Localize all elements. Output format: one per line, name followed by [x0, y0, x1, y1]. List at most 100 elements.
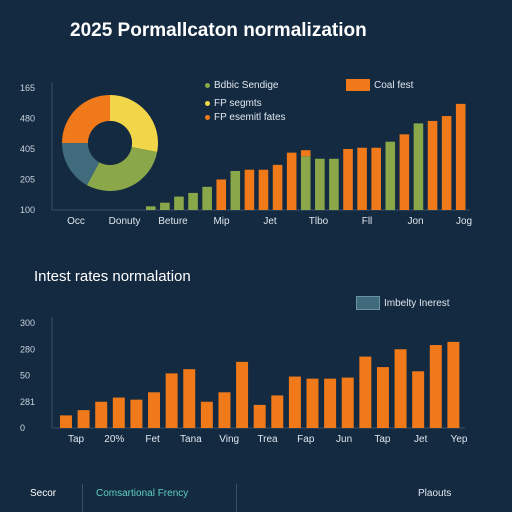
x-tick-label: Tap	[374, 434, 391, 445]
legend-dot	[205, 83, 210, 88]
pie-slice-3	[62, 143, 100, 186]
footer-middle: Comsartional Frency	[96, 488, 189, 499]
footer-right: Plaouts	[418, 488, 452, 499]
legend-dot	[205, 101, 210, 106]
legend-label: Bdbic Sendige	[214, 80, 279, 91]
legend-item-1: Bdbic Sendige	[205, 80, 279, 91]
x-tick-label: Yep	[451, 434, 468, 445]
y-tick-label: 300	[20, 318, 35, 328]
legend-swatch	[356, 296, 380, 310]
bar	[441, 116, 452, 210]
bar	[146, 206, 156, 210]
x-tick-label: Jun	[336, 434, 352, 445]
bar	[324, 378, 337, 428]
bar	[329, 158, 339, 210]
footer-divider	[236, 484, 237, 512]
bar	[218, 392, 231, 428]
bar	[200, 401, 213, 428]
legend-item-right: Coal fest	[346, 79, 413, 91]
x-tick-label: Tlbo	[309, 216, 329, 227]
bar	[371, 147, 381, 210]
bar	[399, 134, 410, 210]
x-tick-label: Mip	[213, 216, 230, 227]
x-tick-label: 20%	[104, 434, 124, 445]
legend-label: FP esemitl fates	[214, 112, 286, 123]
x-tick-label: Ving	[219, 434, 239, 445]
bar	[60, 415, 72, 428]
bar	[236, 361, 249, 428]
bar	[160, 202, 170, 210]
pie-slice-4	[62, 95, 110, 143]
bar	[455, 103, 466, 210]
x-tick-label: Fet	[145, 434, 160, 445]
pie-slice-2	[86, 147, 158, 191]
bar	[148, 392, 161, 428]
bar	[244, 169, 255, 210]
bar	[202, 186, 212, 210]
x-tick-label: Occ	[67, 216, 85, 227]
legend-item-2: FP segmts	[205, 98, 262, 109]
bar-top-segment	[300, 150, 311, 157]
x-tick-label: Jet	[263, 216, 277, 227]
bar	[300, 156, 311, 210]
bar	[230, 170, 241, 210]
footer-left: Secor	[30, 488, 57, 499]
bar	[130, 399, 143, 428]
pie-chart	[62, 94, 159, 191]
bar	[447, 341, 460, 428]
x-tick-label: Fap	[297, 434, 315, 445]
pie-hole	[88, 121, 132, 165]
x-tick-label: Tana	[180, 434, 202, 445]
bar	[288, 376, 301, 428]
y-tick-label: 281	[20, 397, 35, 407]
bar	[394, 349, 407, 428]
legend-item-bottom: Imbelty Inerest	[356, 296, 450, 310]
x-tick-label: Tap	[68, 434, 85, 445]
bar	[341, 377, 354, 428]
chart-title: 2025 Pormallcaton normalization	[70, 20, 367, 41]
subtitle: Intest rates normalation	[34, 268, 191, 285]
y-tick-label: 405	[20, 144, 35, 154]
bar	[427, 120, 438, 210]
bar	[315, 158, 325, 210]
bar	[412, 371, 425, 428]
bar	[165, 373, 178, 428]
bar	[413, 123, 424, 210]
y-tick-label: 280	[20, 344, 35, 354]
x-tick-label: Donuty	[109, 216, 141, 227]
bar	[183, 369, 196, 428]
pie-slice-1	[110, 94, 159, 152]
bar	[253, 404, 266, 428]
bar	[286, 152, 297, 210]
bar	[357, 147, 367, 210]
bar	[272, 164, 283, 210]
x-tick-label: Fll	[362, 216, 373, 227]
x-tick-label: Beture	[158, 216, 188, 227]
legend-label: Coal fest	[374, 79, 414, 91]
bar	[343, 149, 353, 210]
bar	[188, 192, 198, 210]
y-tick-label: 50	[20, 371, 30, 381]
y-tick-label: 205	[20, 175, 35, 185]
x-tick-label: Jog	[456, 216, 472, 227]
legend-dot	[205, 115, 210, 120]
bar	[376, 367, 389, 428]
bar	[306, 378, 319, 428]
y-tick-label: 100	[20, 205, 35, 215]
legend-label: Imbelty Inerest	[384, 297, 450, 309]
bar	[216, 179, 227, 210]
y-tick-label: 480	[20, 114, 35, 124]
bar	[359, 356, 372, 428]
bar	[258, 169, 269, 210]
bar	[174, 196, 184, 210]
legend-item-3: FP esemitl fates	[205, 112, 286, 123]
footer-divider	[82, 484, 83, 512]
x-tick-label: Trea	[257, 434, 278, 445]
legend-swatch	[346, 79, 370, 91]
bar	[385, 141, 396, 210]
y-tick-label: 165	[20, 83, 35, 93]
x-tick-label: Jon	[407, 216, 423, 227]
bar	[429, 345, 442, 428]
x-tick-label: Jet	[414, 434, 428, 445]
